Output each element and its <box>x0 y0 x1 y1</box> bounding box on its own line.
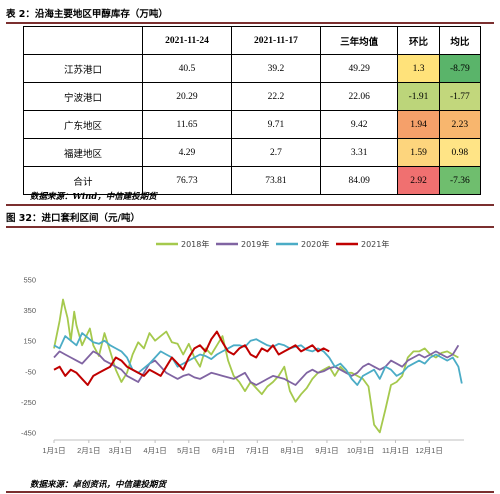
region-cell: 福建地区 <box>23 138 143 167</box>
value-cell: 3.31 <box>319 138 399 167</box>
region-cell: 宁波港口 <box>23 82 143 111</box>
x-tick-label: 11月1日 <box>382 446 409 455</box>
table-top-rule <box>6 22 494 24</box>
chart-svg: 550 350 150 -50 -250 -450 1月1日 2月1日 3月1日 4月1日 5月1日… <box>21 239 464 455</box>
x-tick-label: 5月1日 <box>177 446 200 455</box>
arbitrage-chart: 550 350 150 -50 -250 -450 1月1日 2月1日 3月1日 4月1日 5月1日… <box>6 232 494 470</box>
value-cell: 22.2 <box>230 82 321 111</box>
y-tick-label: -250 <box>21 398 36 407</box>
chart-bottom-rule <box>6 491 494 493</box>
legend-label: 2021年 <box>361 239 389 249</box>
x-tick-label: 9月1日 <box>315 446 338 455</box>
header-cell: 环比 <box>397 26 440 55</box>
table-row: 福建地区 4.29 2.7 3.31 1.59 0.98 <box>23 138 482 167</box>
y-tick-label: 350 <box>23 306 36 315</box>
y-tick-label: -50 <box>25 367 36 376</box>
x-tick-label: 1月1日 <box>42 446 65 455</box>
value-cell: 39.2 <box>230 54 321 83</box>
x-tick-label: 8月1日 <box>280 446 303 455</box>
value-cell: 76.73 <box>142 166 232 195</box>
mom-change-cell: 1.94 <box>397 110 440 139</box>
x-tick-label: 4月1日 <box>143 446 166 455</box>
legend-label: 2018年 <box>181 239 209 249</box>
header-cell: 均比 <box>438 26 482 55</box>
series-line <box>53 332 463 386</box>
mom-change-cell: 2.92 <box>397 166 440 195</box>
chart-caption: 图 32：进口套利区间（元/吨） <box>6 213 140 224</box>
value-cell: 9.42 <box>319 110 399 139</box>
header-cell: 2021-11-17 <box>230 26 321 55</box>
vs-avg-cell: -7.36 <box>438 166 482 195</box>
vs-avg-cell: -8.79 <box>438 54 482 83</box>
mom-change-cell: -1.91 <box>397 82 440 111</box>
header-cell: 三年均值 <box>319 26 399 55</box>
value-cell: 40.5 <box>142 54 232 83</box>
value-cell: 22.06 <box>319 82 399 111</box>
legend-label: 2020年 <box>301 239 329 249</box>
value-cell: 9.71 <box>230 110 321 139</box>
y-tick-label: 550 <box>23 276 36 285</box>
region-cell: 江苏港口 <box>23 54 143 83</box>
vs-avg-cell: 2.23 <box>438 110 482 139</box>
mom-change-cell: 1.59 <box>397 138 440 167</box>
x-tick-label: 2月1日 <box>77 446 100 455</box>
vs-avg-cell: -1.77 <box>438 82 482 111</box>
table-row: 合计 76.73 73.81 84.09 2.92 -7.36 <box>23 166 482 195</box>
series-line <box>53 344 460 386</box>
table-row: 江苏港口 40.5 39.2 49.29 1.3 -8.79 <box>23 54 482 83</box>
value-cell: 49.29 <box>319 54 399 83</box>
header-cell <box>23 26 143 55</box>
legend-label: 2019年 <box>241 239 269 249</box>
table-bottom-rule <box>6 204 494 206</box>
value-cell: 2.7 <box>230 138 321 167</box>
chart-top-rule <box>6 226 494 228</box>
mom-change-cell: 1.3 <box>397 54 440 83</box>
table-row: 宁波港口 20.29 22.2 22.06 -1.91 -1.77 <box>23 82 482 111</box>
x-tick-label: 6月1日 <box>212 446 235 455</box>
series-line <box>53 330 330 386</box>
value-cell: 20.29 <box>142 82 232 111</box>
vs-avg-cell: 0.98 <box>438 138 482 167</box>
value-cell: 84.09 <box>319 166 399 195</box>
value-cell: 4.29 <box>142 138 232 167</box>
header-cell: 2021-11-24 <box>142 26 232 55</box>
x-tick-label: 12月1日 <box>415 446 443 455</box>
region-cell: 广东地区 <box>23 110 143 139</box>
table-row: 广东地区 11.65 9.71 9.42 1.94 2.23 <box>23 110 482 139</box>
value-cell: 73.81 <box>230 166 321 195</box>
table-header-row: 2021-11-24 2021-11-17 三年均值 环比 均比 <box>23 26 482 55</box>
inventory-table: 2021-11-24 2021-11-17 三年均值 环比 均比 江苏港口 40… <box>23 26 482 195</box>
region-cell: 合计 <box>23 166 143 195</box>
y-tick-label: 150 <box>23 337 36 346</box>
y-tick-label: -450 <box>21 428 36 437</box>
x-tick-label: 3月1日 <box>109 446 132 455</box>
chart-source: 数据来源：卓创资讯，中信建投期货 <box>30 480 167 490</box>
x-tick-label: 7月1日 <box>246 446 269 455</box>
table-caption: 表 2：沿海主要地区甲醇库存（万吨） <box>6 9 168 20</box>
x-tick-label: 10月1日 <box>347 446 375 455</box>
value-cell: 11.65 <box>142 110 232 139</box>
table-source: 数据来源：Wind，中信建投期货 <box>30 192 157 202</box>
